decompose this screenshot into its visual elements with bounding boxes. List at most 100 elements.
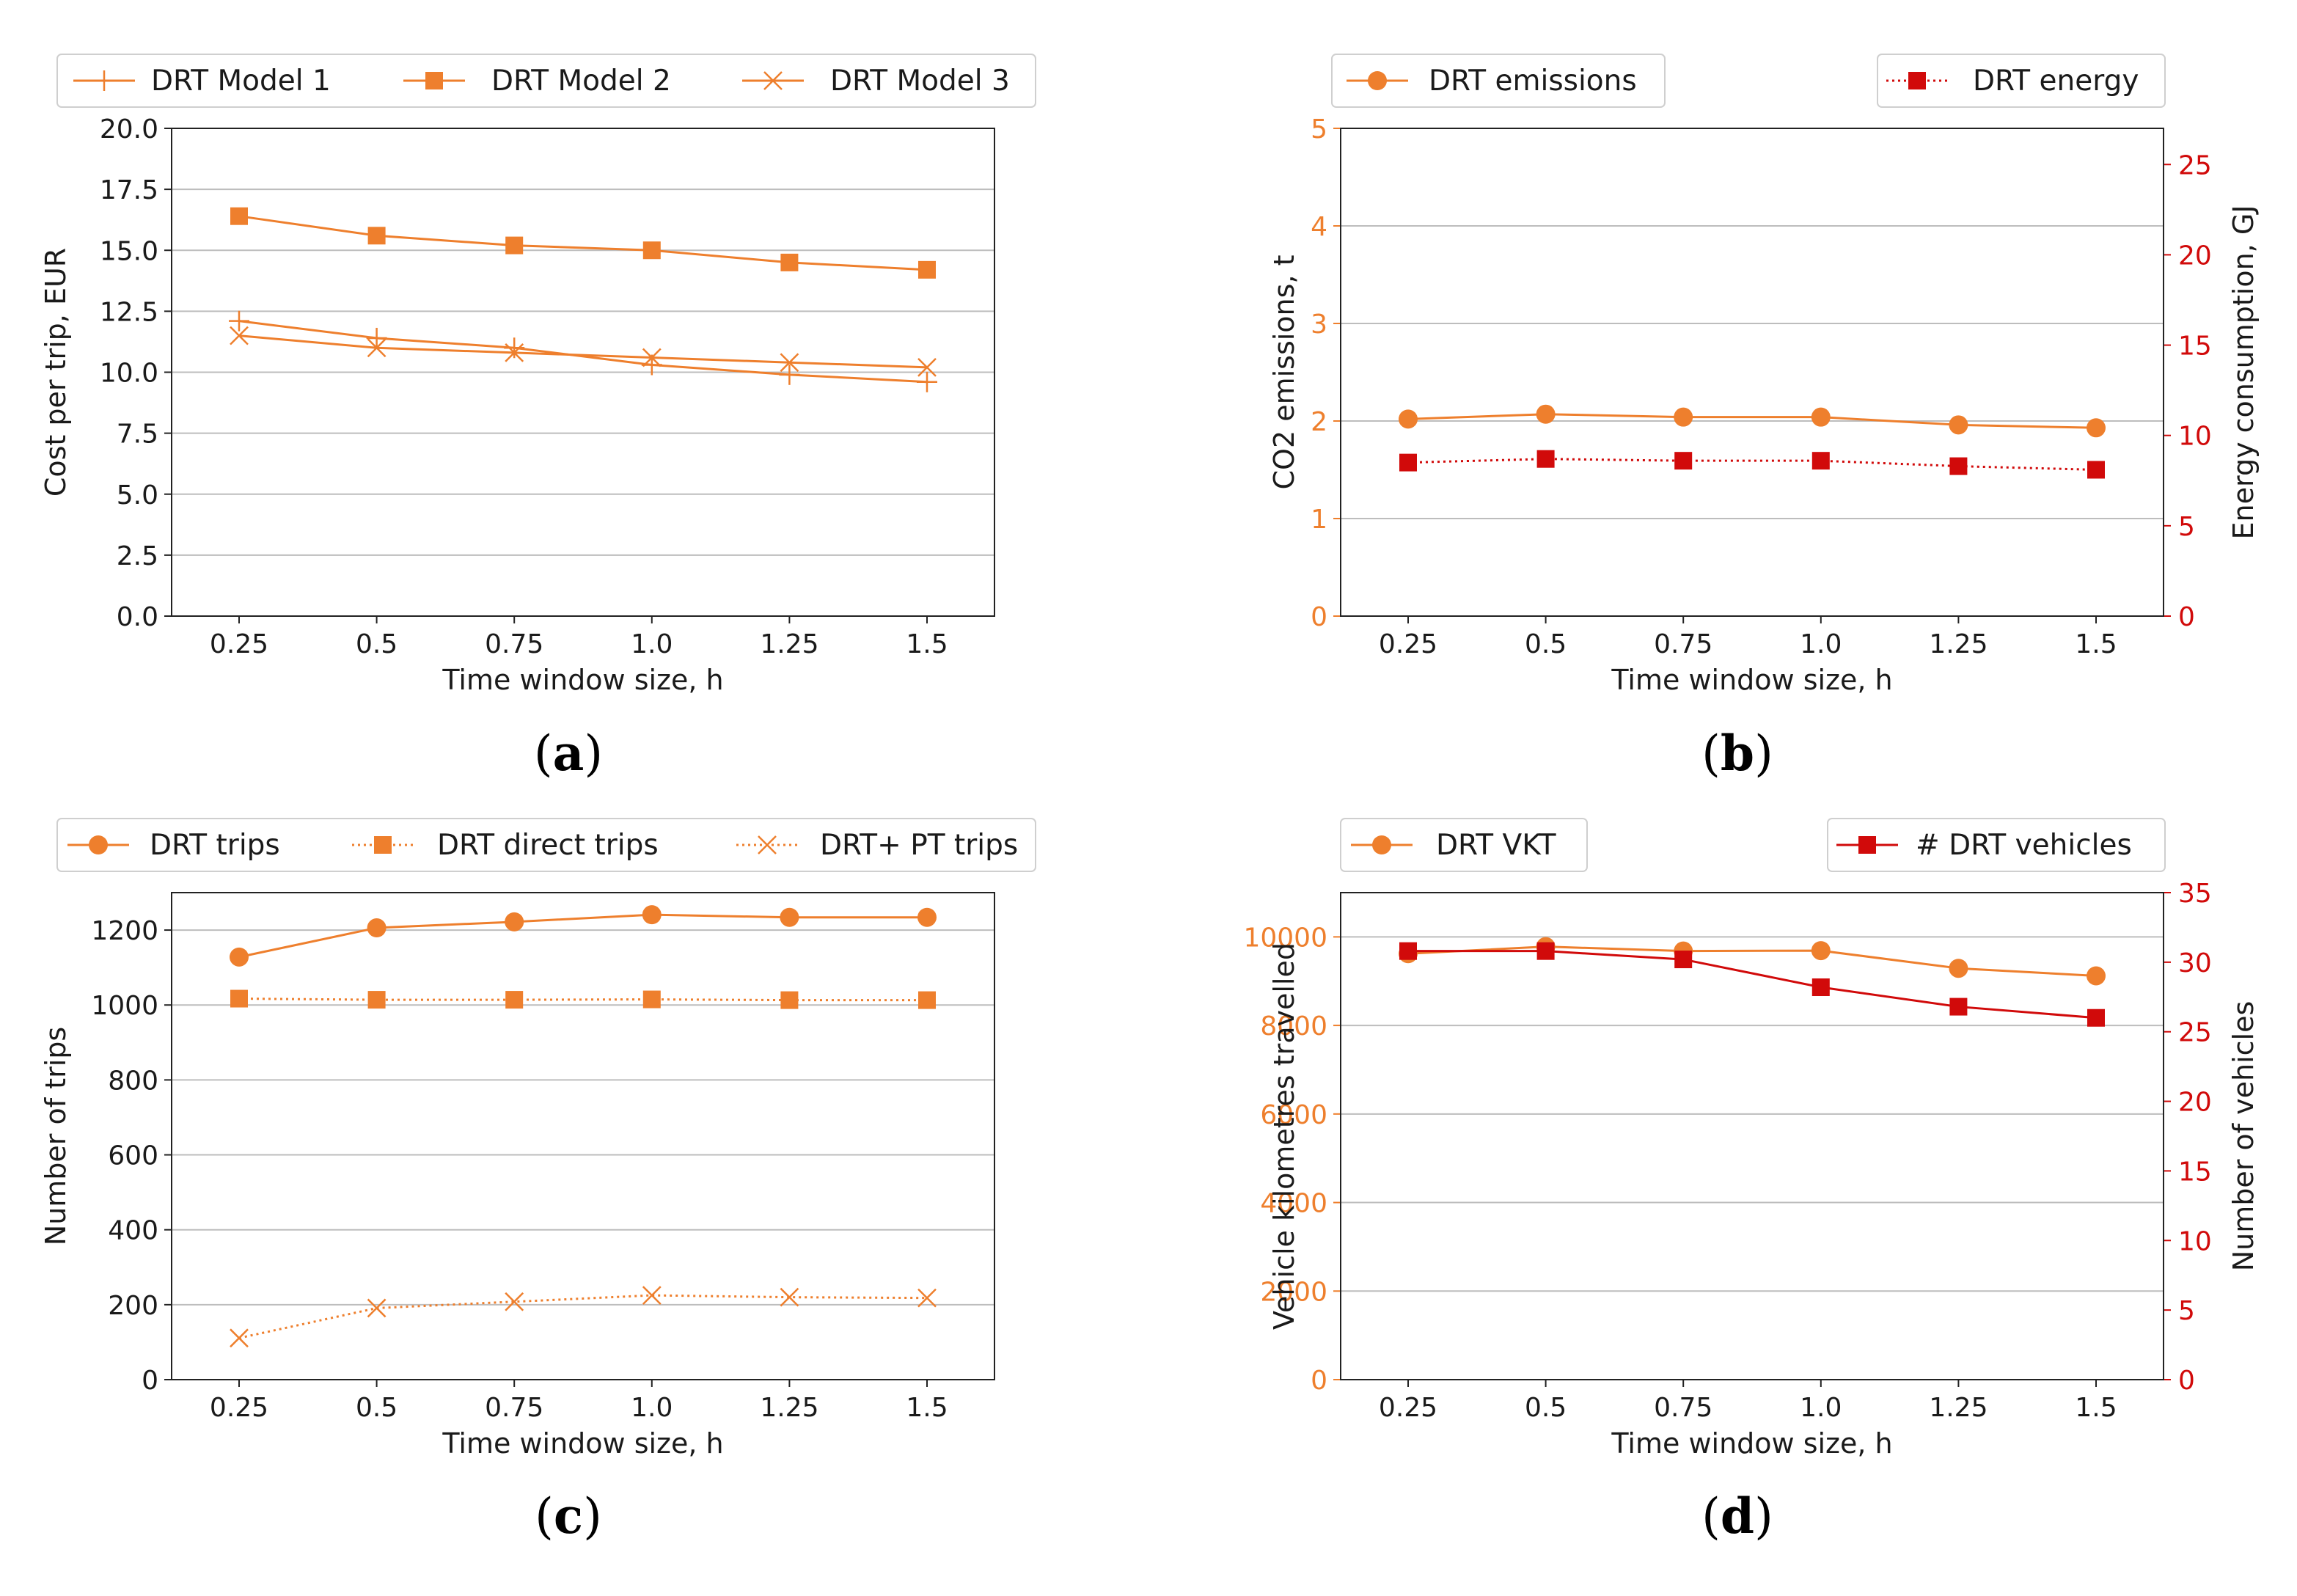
y-right-tick-label: 25 bbox=[2178, 1018, 2212, 1048]
data-point bbox=[230, 989, 248, 1008]
legend-marker bbox=[1368, 71, 1387, 90]
legend-label: DRT+ PT trips bbox=[820, 829, 1018, 862]
data-point-b bbox=[505, 343, 524, 362]
legend-label: DRT trips bbox=[150, 829, 280, 862]
data-point bbox=[230, 326, 249, 345]
series-drt-trips bbox=[230, 905, 937, 967]
y-right-tick-label: 15 bbox=[2178, 332, 2212, 362]
data-point bbox=[505, 236, 524, 255]
y-right-tick-label: 0 bbox=[2178, 602, 2195, 632]
x-tick-label: 0.75 bbox=[485, 629, 543, 659]
x-axis-label: Time window size, h bbox=[442, 1427, 723, 1460]
data-point bbox=[917, 357, 937, 377]
series-line bbox=[1407, 413, 2097, 429]
y-tick-label: 1000 bbox=[91, 991, 158, 1021]
y-tick-label: 600 bbox=[108, 1141, 158, 1171]
data-point bbox=[1399, 453, 1417, 472]
series-line bbox=[238, 997, 927, 1002]
x-tick-label: 1.0 bbox=[1800, 629, 1842, 659]
data-point bbox=[1399, 409, 1418, 429]
data-point-b bbox=[230, 1328, 249, 1348]
y-tick-label: 7.5 bbox=[117, 420, 158, 450]
legend-marker bbox=[89, 835, 108, 854]
data-point bbox=[505, 991, 524, 1009]
data-point bbox=[917, 907, 937, 927]
y-right-tick-label: 20 bbox=[2178, 1088, 2212, 1118]
legend-label: DRT direct trips bbox=[437, 829, 659, 862]
y-tick-label: 10.0 bbox=[100, 359, 158, 389]
data-point bbox=[1536, 404, 1556, 424]
plot-frame bbox=[1340, 128, 2164, 617]
data-point-b bbox=[642, 348, 662, 367]
plot-frame bbox=[1340, 892, 2164, 1380]
data-point bbox=[1949, 959, 1968, 978]
x-tick-label: 1.25 bbox=[1929, 629, 1988, 659]
x-axis-label: Time window size, h bbox=[1611, 664, 1892, 696]
y-tick-label: 12.5 bbox=[100, 297, 158, 327]
series-line bbox=[1407, 458, 2097, 471]
data-point bbox=[780, 1287, 799, 1307]
data-point bbox=[1949, 457, 1968, 475]
data-point bbox=[2087, 418, 2106, 438]
data-point bbox=[1811, 978, 1830, 997]
y-tick-label: 0.0 bbox=[117, 602, 158, 632]
data-point-b bbox=[917, 357, 937, 377]
y-right-tick-label: 5 bbox=[2178, 512, 2195, 542]
plot-frame bbox=[171, 128, 995, 617]
legend-marker bbox=[758, 835, 777, 854]
y-tick-label: 4 bbox=[1311, 212, 1327, 242]
legend-label: # DRT vehicles bbox=[1916, 829, 2132, 862]
data-point-b bbox=[642, 1286, 662, 1305]
data-point bbox=[230, 1328, 249, 1348]
data-point bbox=[230, 207, 248, 225]
x-tick-label: 1.25 bbox=[760, 629, 818, 659]
x-tick-label: 0.75 bbox=[1654, 1393, 1712, 1423]
data-point bbox=[367, 918, 387, 938]
series-drt-model-2 bbox=[230, 207, 936, 279]
data-point bbox=[230, 947, 249, 967]
data-point bbox=[367, 227, 386, 245]
y-right-tick-label: 0 bbox=[2178, 1366, 2195, 1396]
y-tick-label: 200 bbox=[108, 1291, 158, 1321]
data-point bbox=[779, 364, 800, 385]
y-tick-label: 1200 bbox=[91, 916, 158, 946]
y-axis-label: CO2 emissions, t bbox=[1268, 255, 1300, 490]
data-point bbox=[2087, 461, 2105, 479]
data-point bbox=[1811, 407, 1831, 427]
x-tick-label: 1.5 bbox=[2075, 1393, 2117, 1423]
y-tick-label: 8000 bbox=[1260, 1011, 1327, 1042]
y-tick-label: 1 bbox=[1311, 505, 1327, 535]
y-tick-label: 3 bbox=[1311, 310, 1327, 340]
data-point bbox=[642, 905, 662, 925]
x-axis-label: Time window size, h bbox=[1611, 1427, 1892, 1460]
data-point bbox=[642, 348, 662, 367]
legend-label: DRT Model 3 bbox=[830, 65, 1010, 98]
legend-box bbox=[56, 54, 1036, 108]
legend-label: DRT emissions bbox=[1429, 65, 1637, 98]
y-right-tick-label: 35 bbox=[2178, 879, 2212, 909]
y-tick-label: 10000 bbox=[1243, 923, 1327, 953]
data-point bbox=[1674, 452, 1693, 470]
data-point bbox=[367, 1298, 387, 1318]
chart-panel-b: 0 1 2 3 4 5 0 5 10 15 20 25 0.25 0.5 0.75 1.0 1.25 1.5 Tim… bbox=[1268, 54, 2260, 782]
data-point bbox=[780, 353, 799, 373]
legend-label: DRT VKT bbox=[1436, 829, 1556, 862]
data-point-b bbox=[917, 1288, 937, 1308]
data-point bbox=[505, 912, 524, 931]
legend-box bbox=[1331, 54, 1666, 108]
legend-box bbox=[1340, 818, 1588, 872]
legend-marker bbox=[1908, 72, 1926, 89]
y-right-tick-label: 5 bbox=[2178, 1296, 2195, 1326]
x-tick-label: 0.5 bbox=[1525, 1393, 1567, 1423]
y-tick-label: 0 bbox=[142, 1366, 158, 1396]
data-point-b bbox=[367, 338, 387, 358]
x-tick-label: 0.25 bbox=[1379, 629, 1437, 659]
y-right-tick-label: 20 bbox=[2178, 241, 2212, 271]
series--drt-vehicles bbox=[1399, 942, 2105, 1027]
legend-marker-b bbox=[763, 71, 783, 90]
series-line bbox=[1407, 945, 2097, 977]
series-line bbox=[238, 334, 928, 369]
data-point bbox=[367, 338, 387, 358]
y-axis-label: Cost per trip, EUR bbox=[40, 248, 72, 497]
legend-marker bbox=[374, 836, 392, 854]
